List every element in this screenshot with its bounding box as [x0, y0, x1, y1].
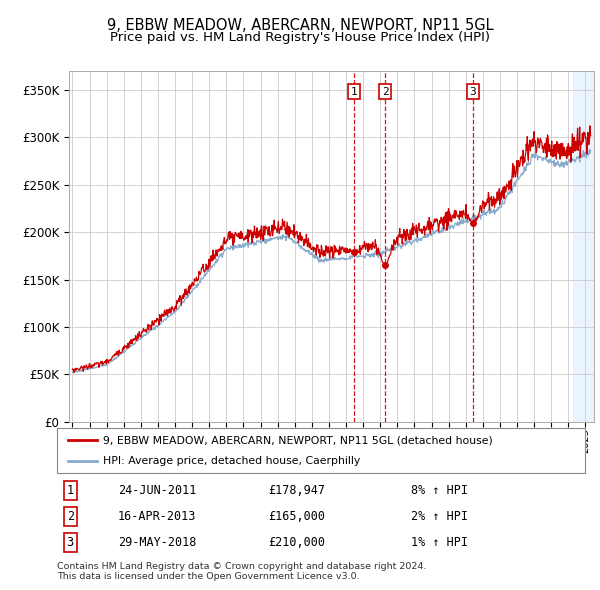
Text: 1: 1: [67, 484, 74, 497]
FancyBboxPatch shape: [57, 428, 585, 473]
Text: 8% ↑ HPI: 8% ↑ HPI: [411, 484, 468, 497]
Text: 9, EBBW MEADOW, ABERCARN, NEWPORT, NP11 5GL: 9, EBBW MEADOW, ABERCARN, NEWPORT, NP11 …: [107, 18, 493, 32]
Text: 3: 3: [67, 536, 74, 549]
Text: 2: 2: [382, 87, 389, 97]
Text: 2: 2: [67, 510, 74, 523]
Text: 16-APR-2013: 16-APR-2013: [118, 510, 196, 523]
Text: Contains HM Land Registry data © Crown copyright and database right 2024.
This d: Contains HM Land Registry data © Crown c…: [57, 562, 427, 581]
Text: £165,000: £165,000: [268, 510, 325, 523]
Text: 9, EBBW MEADOW, ABERCARN, NEWPORT, NP11 5GL (detached house): 9, EBBW MEADOW, ABERCARN, NEWPORT, NP11 …: [103, 435, 493, 445]
Text: £178,947: £178,947: [268, 484, 325, 497]
Text: Price paid vs. HM Land Registry's House Price Index (HPI): Price paid vs. HM Land Registry's House …: [110, 31, 490, 44]
Text: HPI: Average price, detached house, Caerphilly: HPI: Average price, detached house, Caer…: [103, 456, 361, 466]
Bar: [574, 71, 600, 422]
Text: £210,000: £210,000: [268, 536, 325, 549]
Text: 1% ↑ HPI: 1% ↑ HPI: [411, 536, 468, 549]
Text: 1: 1: [351, 87, 358, 97]
Text: 2% ↑ HPI: 2% ↑ HPI: [411, 510, 468, 523]
Text: 24-JUN-2011: 24-JUN-2011: [118, 484, 196, 497]
Text: 3: 3: [469, 87, 476, 97]
Text: 29-MAY-2018: 29-MAY-2018: [118, 536, 196, 549]
